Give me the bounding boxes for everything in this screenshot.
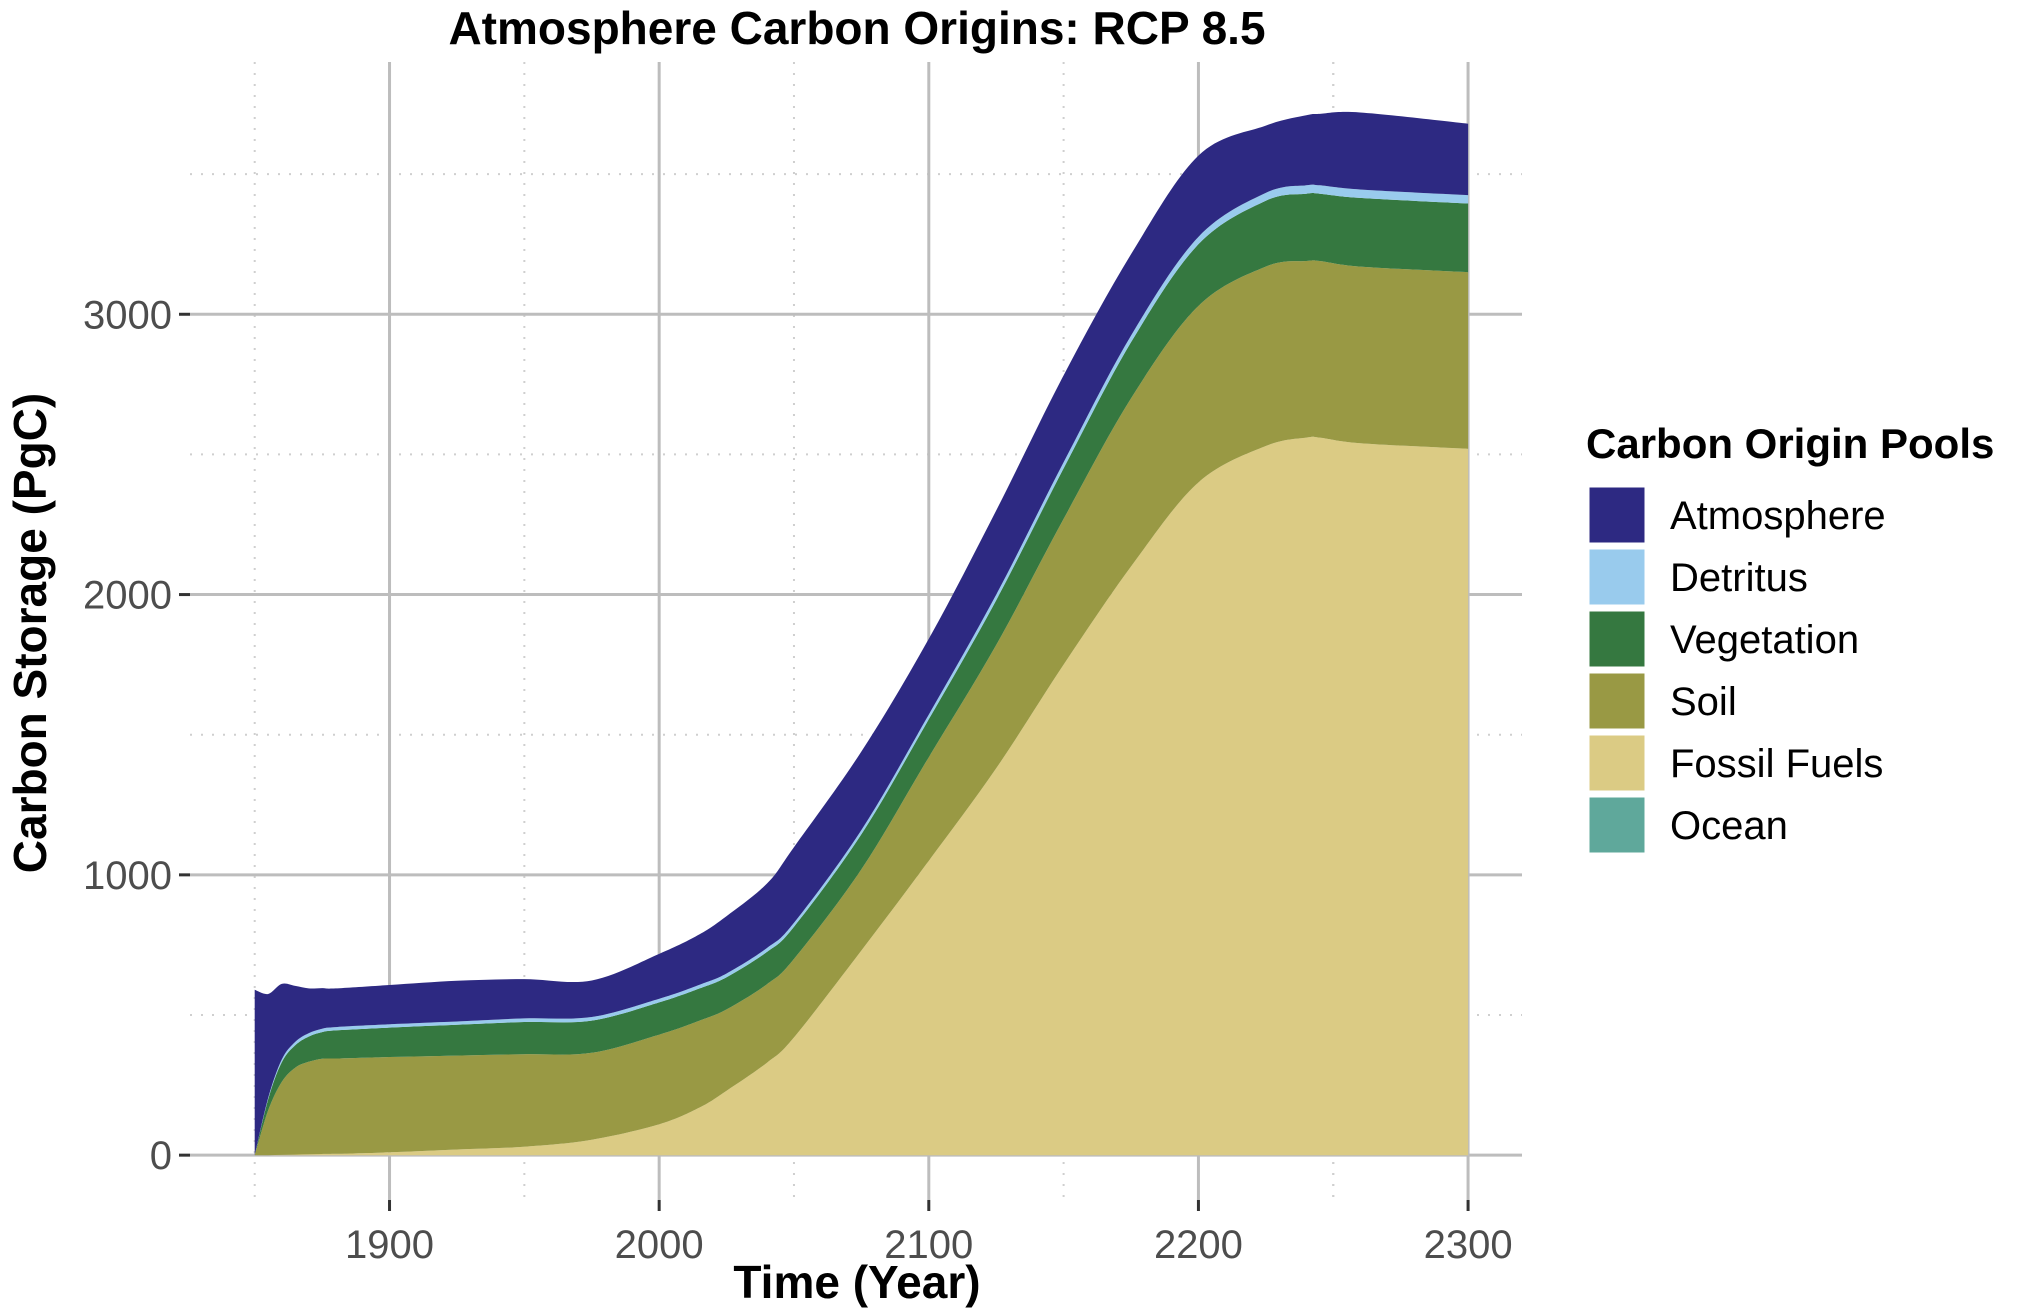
legend-title: Carbon Origin Pools xyxy=(1586,420,1994,467)
legend-label-vegetation: Vegetation xyxy=(1670,618,1859,662)
y-axis-tick-labels: 0 1000 2000 3000 xyxy=(83,293,172,1178)
x-tick-label: 2100 xyxy=(884,1223,973,1267)
y-tick-label: 1000 xyxy=(83,854,172,898)
chart-title: Atmosphere Carbon Origins: RCP 8.5 xyxy=(448,2,1265,54)
y-tick-label: 3000 xyxy=(83,293,172,337)
x-axis-tick-labels: 1900 2000 2100 2200 2300 xyxy=(345,1223,1513,1267)
y-tick-label: 0 xyxy=(150,1134,172,1178)
legend-swatch-detritus xyxy=(1586,546,1648,608)
legend-swatch-soil xyxy=(1586,670,1648,732)
x-axis-title: Time (Year) xyxy=(733,1256,980,1308)
legend-label-ocean: Ocean xyxy=(1670,804,1788,848)
legend: Carbon Origin Pools Atmosphere Detritus Ve… xyxy=(1586,420,1994,856)
area-soil xyxy=(254,260,1469,1156)
x-tick-label: 1900 xyxy=(345,1223,434,1267)
area-fossil-fuels xyxy=(254,436,1469,1156)
x-tick-label: 2300 xyxy=(1424,1223,1513,1267)
legend-swatch-ocean xyxy=(1586,794,1648,856)
x-tick-label: 2000 xyxy=(615,1223,704,1267)
legend-label-detritus: Detritus xyxy=(1670,556,1808,600)
y-tick-label: 2000 xyxy=(83,574,172,618)
axis-ticks xyxy=(179,312,1470,1211)
legend-swatch-atmosphere xyxy=(1586,484,1648,546)
legend-label-soil: Soil xyxy=(1670,680,1737,724)
legend-items: Atmosphere Detritus Vegetation Soil Fossil F… xyxy=(1586,484,1886,856)
legend-swatch-vegetation xyxy=(1586,608,1648,670)
legend-label-atmosphere: Atmosphere xyxy=(1670,494,1886,538)
area-layers xyxy=(254,111,1469,1156)
y-axis-title: Carbon Storage (PgC) xyxy=(4,393,56,873)
x-tick-label: 2200 xyxy=(1154,1223,1243,1267)
legend-swatch-fossil-fuels xyxy=(1586,732,1648,794)
legend-label-fossil-fuels: Fossil Fuels xyxy=(1670,742,1883,786)
